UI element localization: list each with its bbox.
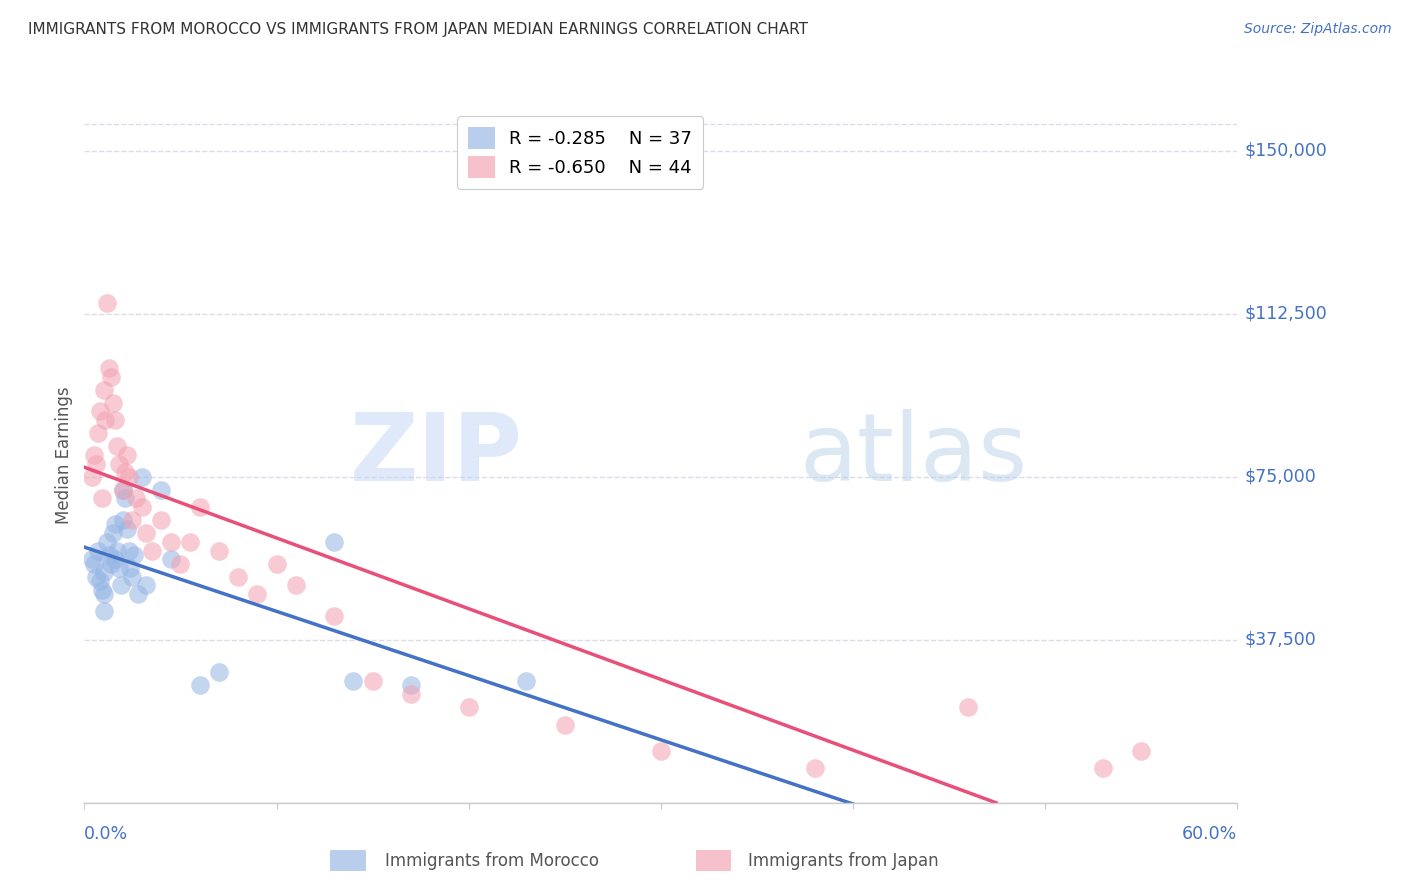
Point bbox=[89, 574, 111, 588]
Point bbox=[96, 535, 118, 549]
Point bbox=[179, 535, 201, 549]
Text: $150,000: $150,000 bbox=[1244, 142, 1327, 160]
Point bbox=[120, 561, 142, 575]
Point bbox=[114, 466, 136, 480]
Point bbox=[98, 548, 121, 562]
Text: $37,500: $37,500 bbox=[1244, 631, 1316, 648]
Text: atlas: atlas bbox=[799, 409, 1028, 501]
Text: Immigrants from Morocco: Immigrants from Morocco bbox=[385, 852, 599, 870]
Point bbox=[105, 439, 128, 453]
Point bbox=[87, 543, 110, 558]
Point bbox=[83, 557, 105, 571]
Point bbox=[121, 513, 143, 527]
Point bbox=[90, 491, 112, 506]
Text: ZIP: ZIP bbox=[350, 409, 523, 501]
Point bbox=[84, 570, 107, 584]
Point bbox=[208, 665, 231, 680]
Point bbox=[159, 552, 183, 566]
Point bbox=[114, 491, 136, 506]
Point bbox=[117, 469, 139, 483]
Point bbox=[150, 483, 173, 497]
Point bbox=[188, 678, 211, 692]
Point bbox=[87, 426, 110, 441]
Point bbox=[1130, 744, 1153, 758]
Point bbox=[399, 687, 422, 701]
Legend: R = -0.285    N = 37, R = -0.650    N = 44: R = -0.285 N = 37, R = -0.650 N = 44 bbox=[457, 116, 703, 189]
Point bbox=[124, 548, 146, 562]
Point bbox=[957, 700, 980, 714]
Point bbox=[342, 674, 364, 689]
Point bbox=[90, 582, 112, 597]
Point bbox=[188, 500, 211, 514]
Point bbox=[169, 557, 191, 571]
Point bbox=[323, 535, 346, 549]
Text: $75,000: $75,000 bbox=[1244, 467, 1316, 485]
Point bbox=[104, 413, 127, 427]
Point bbox=[104, 552, 127, 566]
Point bbox=[100, 369, 122, 384]
Point bbox=[650, 744, 672, 758]
Point bbox=[150, 513, 173, 527]
Point bbox=[457, 700, 479, 714]
Point bbox=[399, 678, 422, 692]
Point bbox=[1091, 761, 1114, 775]
Point bbox=[100, 557, 122, 571]
Point bbox=[121, 570, 143, 584]
Point bbox=[266, 557, 288, 571]
Point bbox=[515, 674, 537, 689]
Text: Immigrants from Japan: Immigrants from Japan bbox=[748, 852, 939, 870]
Point bbox=[93, 587, 115, 601]
Point bbox=[103, 526, 124, 541]
Point bbox=[84, 457, 107, 471]
Point bbox=[115, 522, 138, 536]
Point bbox=[110, 578, 132, 592]
Point bbox=[323, 608, 346, 623]
Point bbox=[554, 717, 576, 731]
Point bbox=[131, 500, 153, 514]
Point bbox=[226, 570, 249, 584]
Text: IMMIGRANTS FROM MOROCCO VS IMMIGRANTS FROM JAPAN MEDIAN EARNINGS CORRELATION CHA: IMMIGRANTS FROM MOROCCO VS IMMIGRANTS FR… bbox=[28, 22, 808, 37]
Point bbox=[93, 566, 115, 580]
Point bbox=[208, 543, 231, 558]
Point bbox=[111, 483, 134, 497]
Point bbox=[80, 552, 103, 566]
Point bbox=[108, 561, 131, 575]
Y-axis label: Median Earnings: Median Earnings bbox=[55, 386, 73, 524]
Point bbox=[117, 543, 139, 558]
Point bbox=[105, 543, 128, 558]
Point bbox=[111, 483, 134, 497]
Point bbox=[127, 587, 149, 601]
Point bbox=[111, 513, 134, 527]
Point bbox=[94, 413, 117, 427]
Point bbox=[98, 361, 121, 376]
Point bbox=[115, 448, 138, 462]
Text: $112,500: $112,500 bbox=[1244, 304, 1327, 323]
Point bbox=[104, 517, 127, 532]
Point bbox=[80, 469, 103, 483]
Point bbox=[93, 605, 115, 619]
Point bbox=[125, 491, 148, 506]
Point bbox=[135, 578, 157, 592]
Point bbox=[108, 457, 131, 471]
Point bbox=[141, 543, 163, 558]
Point bbox=[131, 469, 153, 483]
Point bbox=[284, 578, 307, 592]
Point bbox=[361, 674, 384, 689]
Text: 0.0%: 0.0% bbox=[84, 825, 128, 843]
Point bbox=[159, 535, 183, 549]
Point bbox=[246, 587, 269, 601]
Point bbox=[83, 448, 105, 462]
Point bbox=[93, 383, 115, 397]
Text: 60.0%: 60.0% bbox=[1182, 825, 1237, 843]
Point bbox=[89, 404, 111, 418]
Point bbox=[103, 396, 124, 410]
Point bbox=[96, 295, 118, 310]
Point bbox=[135, 526, 157, 541]
Point bbox=[803, 761, 825, 775]
Text: Source: ZipAtlas.com: Source: ZipAtlas.com bbox=[1244, 22, 1392, 37]
